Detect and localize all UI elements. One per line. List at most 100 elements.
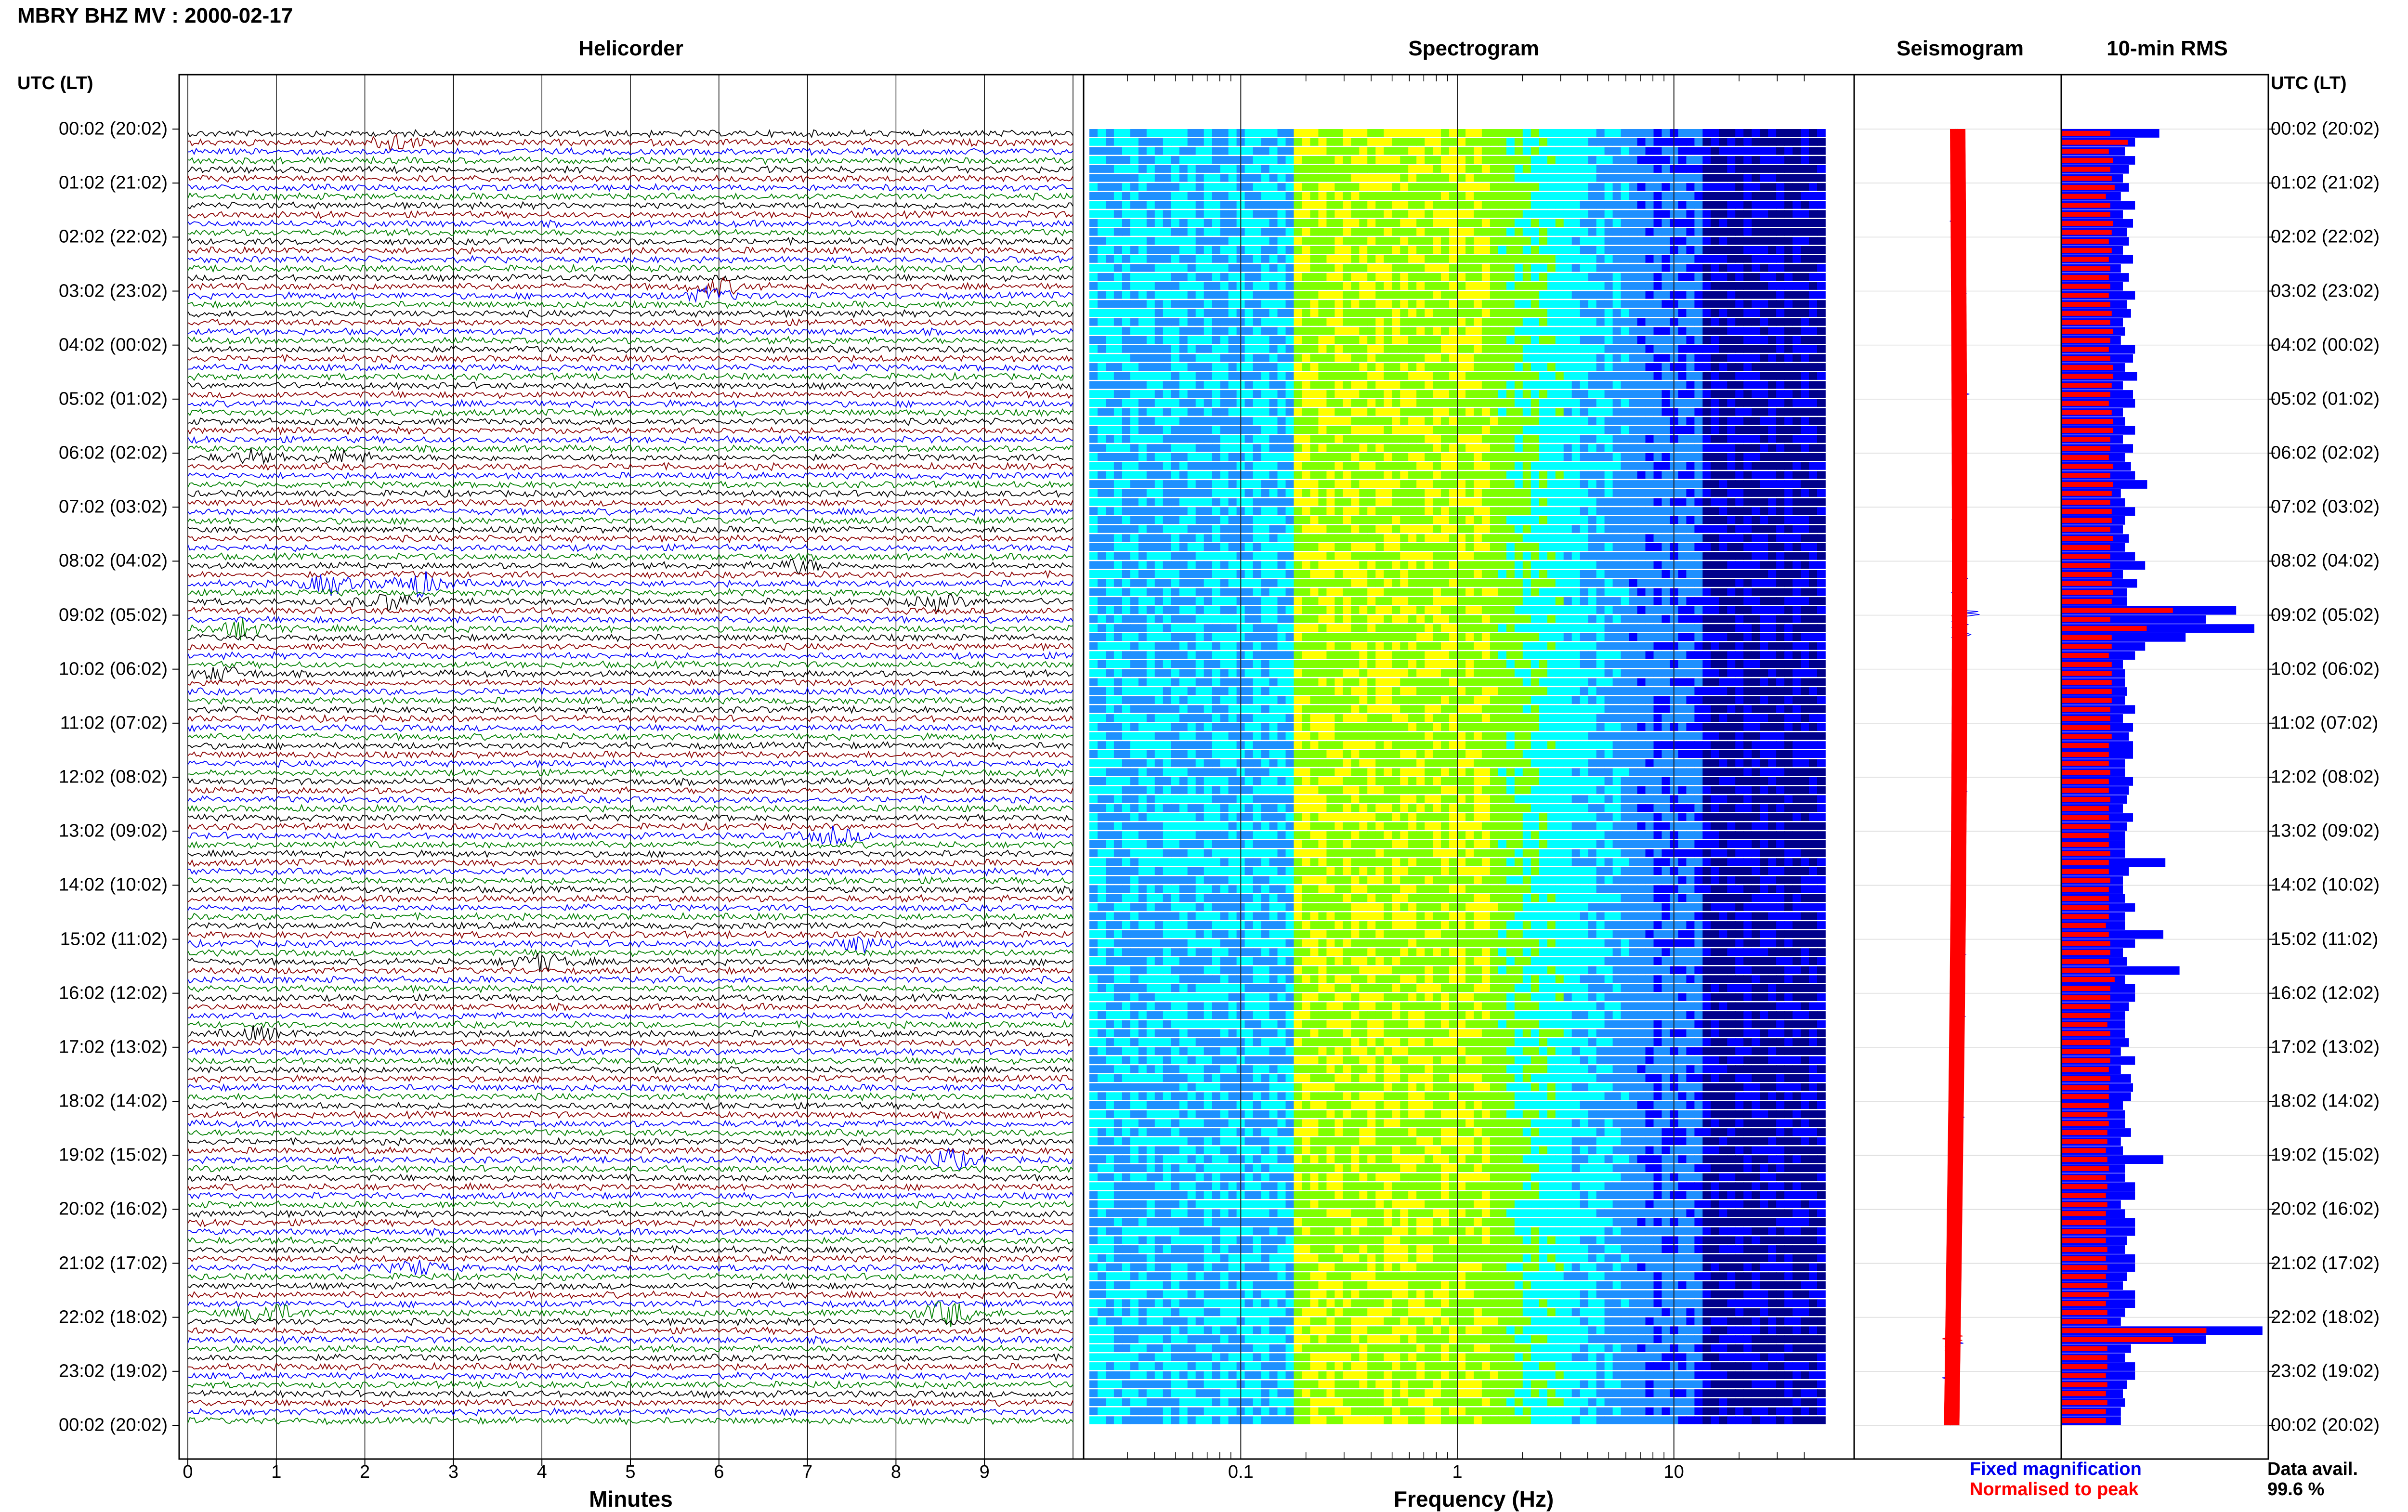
- spectrogram-cell: [1335, 552, 1343, 560]
- spectrogram-cell: [1392, 129, 1400, 137]
- spectrogram-cell: [1416, 237, 1425, 245]
- spectrogram-cell: [1343, 372, 1351, 380]
- spectrogram-cell: [1392, 183, 1400, 191]
- spectrogram-cell: [1261, 579, 1270, 587]
- spectrogram-cell: [1531, 147, 1540, 155]
- spectrogram-cell: [1245, 255, 1254, 263]
- spectrogram-cell: [1621, 570, 1630, 578]
- spectrogram-cell: [1335, 507, 1343, 515]
- spectrogram-cell: [1506, 327, 1515, 335]
- spectrogram-cell: [1743, 471, 1752, 479]
- spectrogram-cell: [1220, 462, 1229, 470]
- spectrogram-cell: [1482, 291, 1491, 299]
- spectrogram-cell: [1441, 327, 1450, 335]
- spectrogram-cell: [1637, 408, 1646, 416]
- spectrogram-cell: [1269, 390, 1278, 398]
- spectrogram-cell: [1139, 201, 1147, 209]
- spectrogram-cell: [1114, 417, 1123, 425]
- spectrogram-cell: [1278, 579, 1286, 587]
- spectrogram-cell: [1564, 417, 1572, 425]
- spectrogram-cell: [1212, 435, 1221, 443]
- spectrogram-cell: [1155, 552, 1164, 560]
- spectrogram-cell: [1089, 282, 1098, 290]
- spectrogram-cell: [1564, 426, 1572, 434]
- spectrogram-cell: [1416, 138, 1425, 146]
- spectrogram-cell: [1433, 417, 1441, 425]
- spectrogram-cell: [1286, 336, 1295, 344]
- spectrogram-cell: [1735, 336, 1744, 344]
- spectrogram-cell: [1572, 417, 1581, 425]
- spectrogram-cell: [1106, 354, 1114, 362]
- spectrogram-cell: [1686, 588, 1695, 596]
- spectrogram-cell: [1343, 471, 1351, 479]
- spectrogram-cell: [1433, 183, 1441, 191]
- spectrogram-cell: [1302, 525, 1310, 533]
- spectrogram-cell: [1556, 399, 1564, 407]
- spectrogram-cell: [1310, 327, 1319, 335]
- spectrogram-cell: [1702, 345, 1711, 353]
- spectrogram-cell: [1335, 525, 1343, 533]
- spectrogram-cell: [1572, 552, 1581, 560]
- spectrogram-cell: [1801, 417, 1809, 425]
- spectrogram-cell: [1196, 156, 1204, 164]
- spectrogram-cell: [1572, 489, 1581, 497]
- spectrogram-cell: [1588, 165, 1597, 173]
- spectrogram-cell: [1359, 390, 1368, 398]
- spectrogram-cell: [1196, 579, 1204, 587]
- spectrogram-cell: [1629, 354, 1638, 362]
- spectrogram-cell: [1515, 408, 1523, 416]
- spectrogram-cell: [1719, 156, 1727, 164]
- spectrogram-cell: [1597, 363, 1605, 371]
- spectrogram-cell: [1229, 237, 1237, 245]
- spectrogram-cell: [1654, 390, 1662, 398]
- spectrogram-cell: [1367, 561, 1376, 569]
- spectrogram-cell: [1605, 498, 1613, 506]
- spectrogram-cell: [1147, 372, 1155, 380]
- spectrogram-cell: [1449, 147, 1458, 155]
- spectrogram-cell: [1335, 291, 1343, 299]
- spectrogram-cell: [1743, 588, 1752, 596]
- spectrogram-cell: [1089, 246, 1098, 254]
- spectrogram-cell: [1139, 453, 1147, 461]
- spectrogram-cell: [1735, 588, 1744, 596]
- spectrogram-cell: [1318, 273, 1327, 281]
- spectrogram-cell: [1114, 534, 1123, 542]
- spectrogram-cell: [1408, 192, 1417, 200]
- spectrogram-cell: [1253, 354, 1262, 362]
- spectrogram-cell: [1318, 381, 1327, 389]
- spectrogram-cell: [1343, 336, 1351, 344]
- spectrogram-cell: [1735, 597, 1744, 605]
- spectrogram-cell: [1441, 381, 1450, 389]
- spectrogram-cell: [1539, 480, 1548, 488]
- spectrogram-cell: [1547, 291, 1556, 299]
- spectrogram-cell: [1375, 525, 1384, 533]
- spectrogram-cell: [1188, 246, 1196, 254]
- spectrogram-cell: [1163, 363, 1172, 371]
- spectrogram-cell: [1539, 516, 1548, 524]
- spectrogram-cell: [1220, 147, 1229, 155]
- spectrogram-cell: [1702, 516, 1711, 524]
- spectrogram-cell: [1359, 453, 1368, 461]
- spectrogram-cell: [1261, 282, 1270, 290]
- spectrogram-cell: [1711, 390, 1719, 398]
- spectrogram-cell: [1408, 147, 1417, 155]
- spectrogram-cell: [1621, 534, 1630, 542]
- spectrogram-cell: [1457, 246, 1466, 254]
- spectrogram-cell: [1196, 147, 1204, 155]
- spectrogram-cell: [1441, 147, 1450, 155]
- spectrogram-cell: [1686, 192, 1695, 200]
- spectrogram-cell: [1343, 327, 1351, 335]
- spectrogram-cell: [1588, 318, 1597, 326]
- spectrogram-cell: [1694, 570, 1703, 578]
- spectrogram-cell: [1556, 228, 1564, 236]
- spectrogram-cell: [1646, 318, 1654, 326]
- spectrogram-cell: [1425, 219, 1433, 227]
- spectrogram-cell: [1629, 516, 1638, 524]
- spectrogram-cell: [1384, 543, 1392, 551]
- spectrogram-cell: [1597, 462, 1605, 470]
- spectrogram-cell: [1089, 534, 1098, 542]
- spectrogram-cell: [1702, 588, 1711, 596]
- spectrogram-cell: [1425, 444, 1433, 452]
- spectrogram-cell: [1449, 498, 1458, 506]
- spectrogram-cell: [1179, 570, 1188, 578]
